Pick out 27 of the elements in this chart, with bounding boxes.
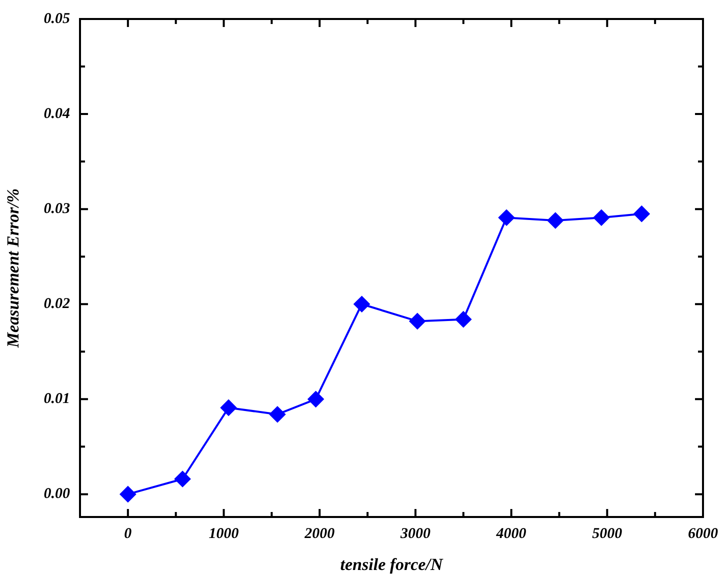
x-tick-label: 3000 [399,526,431,542]
y-tick-label: 0.03 [44,200,70,217]
x-tick-label: 0 [124,526,132,542]
x-axis-title: tensile force/N [340,555,444,574]
y-tick-label: 0.02 [44,296,70,312]
point [220,400,237,416]
y-axis-title: Measurement Error/% [4,188,23,349]
y-tick-label: 0.04 [44,106,70,122]
x-tick-label: 2000 [304,526,336,542]
point [269,406,286,422]
point [634,206,650,222]
point [593,210,610,226]
point [409,313,426,330]
x-tick-label: 1000 [208,526,240,542]
x-tick-label: 5000 [592,526,623,542]
y-tick-label: 0.05 [44,10,70,27]
y-tick-label: 0.00 [44,486,70,502]
x-tick-label: 4000 [495,526,527,542]
point [174,470,191,487]
point [498,210,515,226]
x-tick-label: 6000 [688,526,718,542]
point [354,296,370,312]
point [547,212,564,228]
point [455,311,472,328]
point [308,391,324,408]
y-tick-label: 0.01 [44,391,70,408]
point [120,486,136,502]
